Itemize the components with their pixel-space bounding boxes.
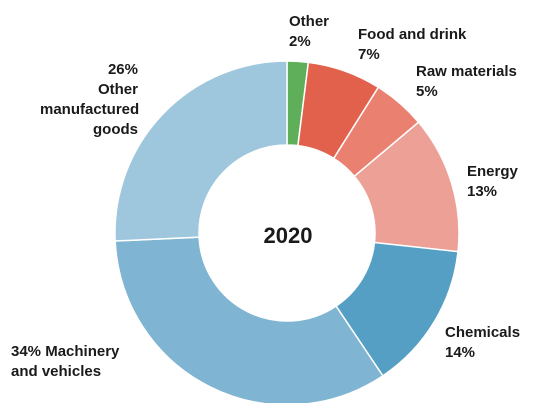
label-raw-name: Raw materials — [416, 63, 517, 80]
center-year-label: 2020 — [263, 223, 313, 248]
label-raw-pct: 5% — [416, 83, 438, 100]
label-other-manufactured-pct: 26% — [107, 61, 138, 78]
label-machinery-pct: 34% — [11, 343, 42, 360]
label-energy-name: Energy — [467, 163, 518, 180]
label-other-pct: 2% — [289, 33, 311, 50]
label-raw-materials: Raw materials 5% — [416, 62, 517, 102]
label-chemicals: Chemicals 14% — [445, 323, 520, 363]
label-energy: Energy 13% — [467, 162, 518, 202]
label-food-name: Food and drink — [358, 26, 467, 43]
label-machinery-line1: 34% Machinery — [11, 342, 119, 362]
label-other: Other 2% — [289, 12, 329, 52]
label-machinery-name: Machinery — [45, 343, 120, 360]
label-machinery-line2: and vehicles — [11, 363, 102, 380]
label-machinery: 34% Machinery and vehicles — [11, 342, 119, 382]
donut-slice-6 — [114, 60, 288, 242]
label-food-pct: 7% — [358, 46, 380, 63]
label-other-manufactured-line1: Other — [97, 81, 138, 98]
label-energy-pct: 13% — [467, 183, 498, 200]
label-food-and-drink: Food and drink 7% — [358, 25, 466, 65]
label-other-manufactured: 26% Other manufactured goods — [40, 60, 140, 140]
label-other-name: Other — [289, 13, 330, 30]
donut-slice-5 — [114, 236, 384, 403]
label-chemicals-pct: 14% — [445, 344, 476, 361]
label-other-manufactured-line2: manufactured — [40, 101, 140, 118]
label-chemicals-name: Chemicals — [445, 324, 521, 341]
label-other-manufactured-line3: goods — [93, 121, 138, 138]
